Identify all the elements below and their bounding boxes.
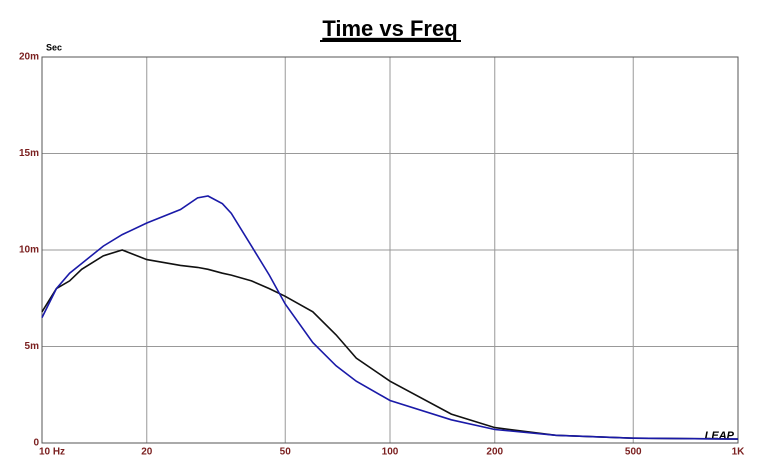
y-tick-label: 15m [19, 148, 39, 159]
x-tick-label: 50 [280, 447, 292, 458]
y-tick-label: 10m [19, 245, 39, 256]
x-tick-label: 20 [141, 447, 153, 458]
x-tick-label: 10 Hz [39, 447, 65, 458]
y-tick-label: 0 [33, 438, 39, 449]
x-tick-label: 1K [732, 447, 746, 458]
data-line [41, 195, 739, 440]
y-tick-label: 20m [19, 52, 39, 63]
data-line [41, 249, 739, 440]
plot-frame [41, 56, 739, 444]
y-unit-label: Sec [46, 42, 62, 52]
y-tick-label: 5m [25, 341, 40, 352]
x-tick-label: 100 [382, 447, 399, 458]
x-tick-label: 200 [486, 447, 503, 458]
logo: LEAP [705, 430, 735, 442]
chart-title: Time vs Freq [322, 16, 457, 41]
x-tick-label: 500 [625, 447, 642, 458]
